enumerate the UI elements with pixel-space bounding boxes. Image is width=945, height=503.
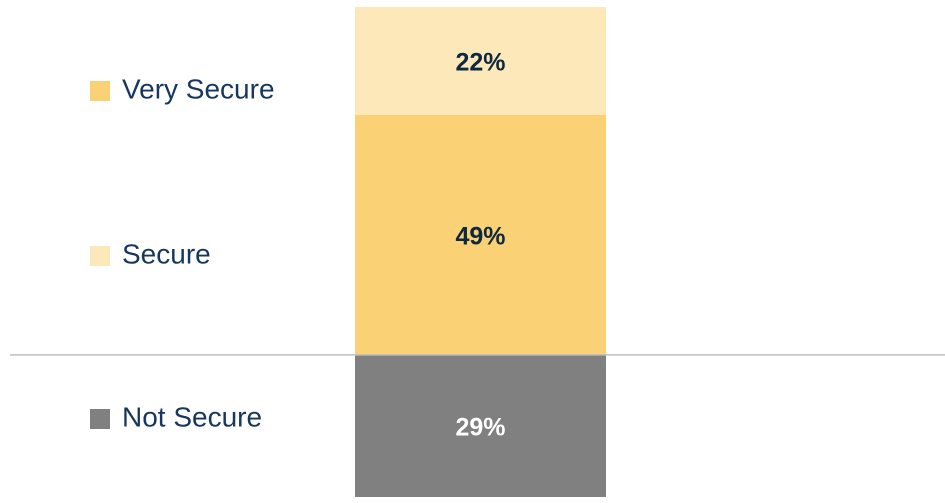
value-label: 29%: [455, 414, 505, 442]
bar-segment: [355, 354, 606, 497]
legend-swatch: [90, 81, 110, 101]
legend-label: Not Secure: [122, 401, 262, 432]
value-label: 49%: [455, 222, 505, 250]
bar-segment: [355, 7, 606, 115]
legend-label: Very Secure: [122, 73, 275, 104]
legend-label: Secure: [122, 238, 211, 269]
value-label: 22%: [455, 49, 505, 77]
legend-swatch: [90, 246, 110, 266]
bar-segment: [355, 114, 606, 355]
legend-swatch: [90, 409, 110, 429]
